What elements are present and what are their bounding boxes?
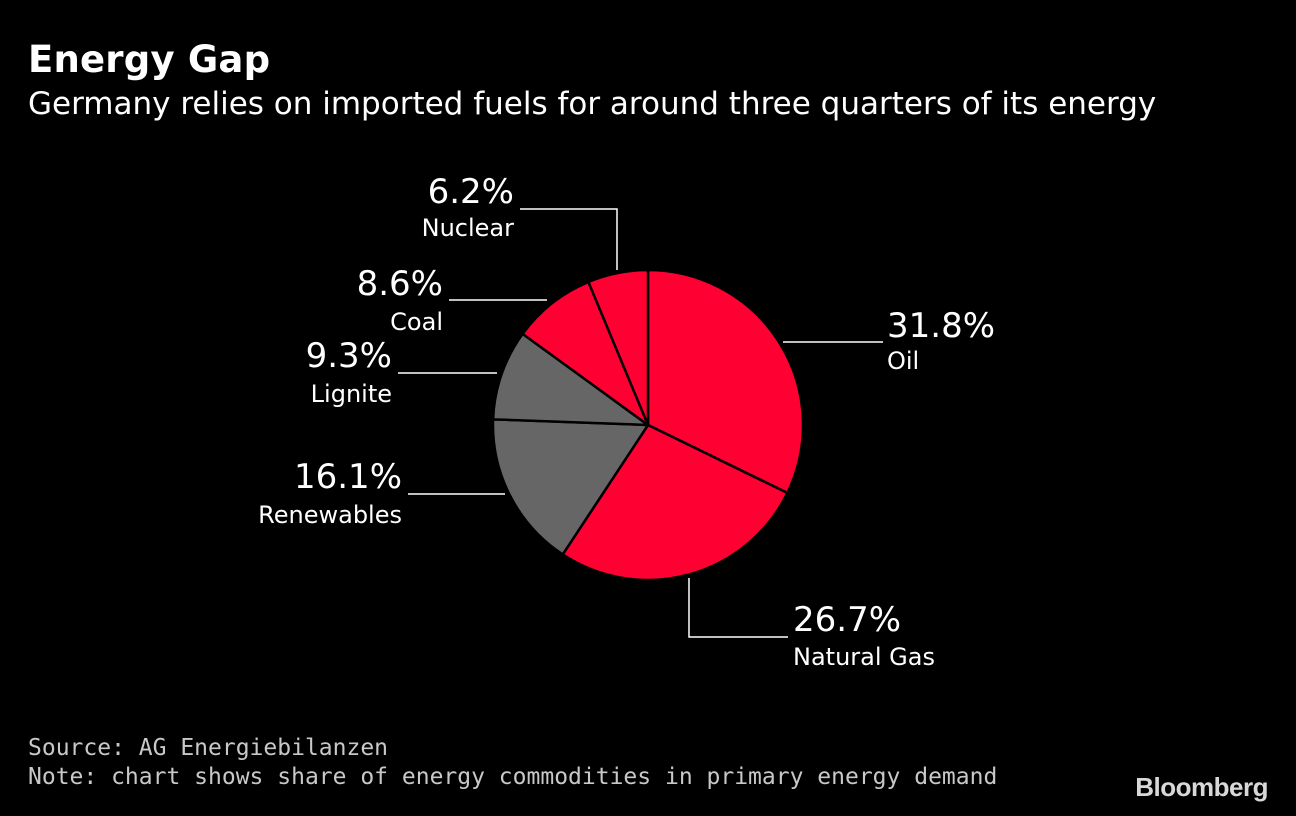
slice-value-natural-gas: 26.7% <box>793 600 901 640</box>
slice-value-coal: 8.6% <box>357 264 443 304</box>
source-note: Source: AG Energiebilanzen <box>28 735 389 761</box>
pie-slice-oil <box>646 268 805 495</box>
slice-label-natural-gas: Natural Gas <box>793 643 935 671</box>
pie-slices <box>491 268 805 582</box>
slice-value-oil: 31.8% <box>887 306 995 346</box>
slice-value-nuclear: 6.2% <box>428 172 514 212</box>
slice-value-renewables: 16.1% <box>294 457 402 497</box>
leader-line-nuclear <box>520 208 618 270</box>
leader-lines <box>398 208 883 638</box>
chart-title: Energy Gap <box>28 38 271 81</box>
slice-labels: 31.8%Oil 26.7% Natural Gas 16.1% Renewables 9… <box>258 172 995 671</box>
slice-label-renewables: Renewables <box>258 501 402 529</box>
slice-label-oil: Oil <box>887 347 919 375</box>
leader-line-natural-gas <box>688 578 788 638</box>
pie-slice-nuclear <box>587 268 650 427</box>
slice-value-lignite: 9.3% <box>306 336 392 376</box>
slice-label-nuclear: Nuclear <box>422 214 515 242</box>
footnote: Note: chart shows share of energy commod… <box>28 764 998 790</box>
slice-label-lignite: Lignite <box>311 380 392 408</box>
pie-slice-coal <box>521 280 650 427</box>
slice-label-coal: Coal <box>390 308 443 336</box>
pie-slice-renewables <box>491 418 650 556</box>
pie-slice-lignite <box>491 332 650 427</box>
bloomberg-logo: Bloomberg <box>1135 772 1268 802</box>
pie-slice-natural-gas <box>561 423 789 582</box>
chart-subtitle: Germany relies on imported fuels for aro… <box>28 86 1157 122</box>
